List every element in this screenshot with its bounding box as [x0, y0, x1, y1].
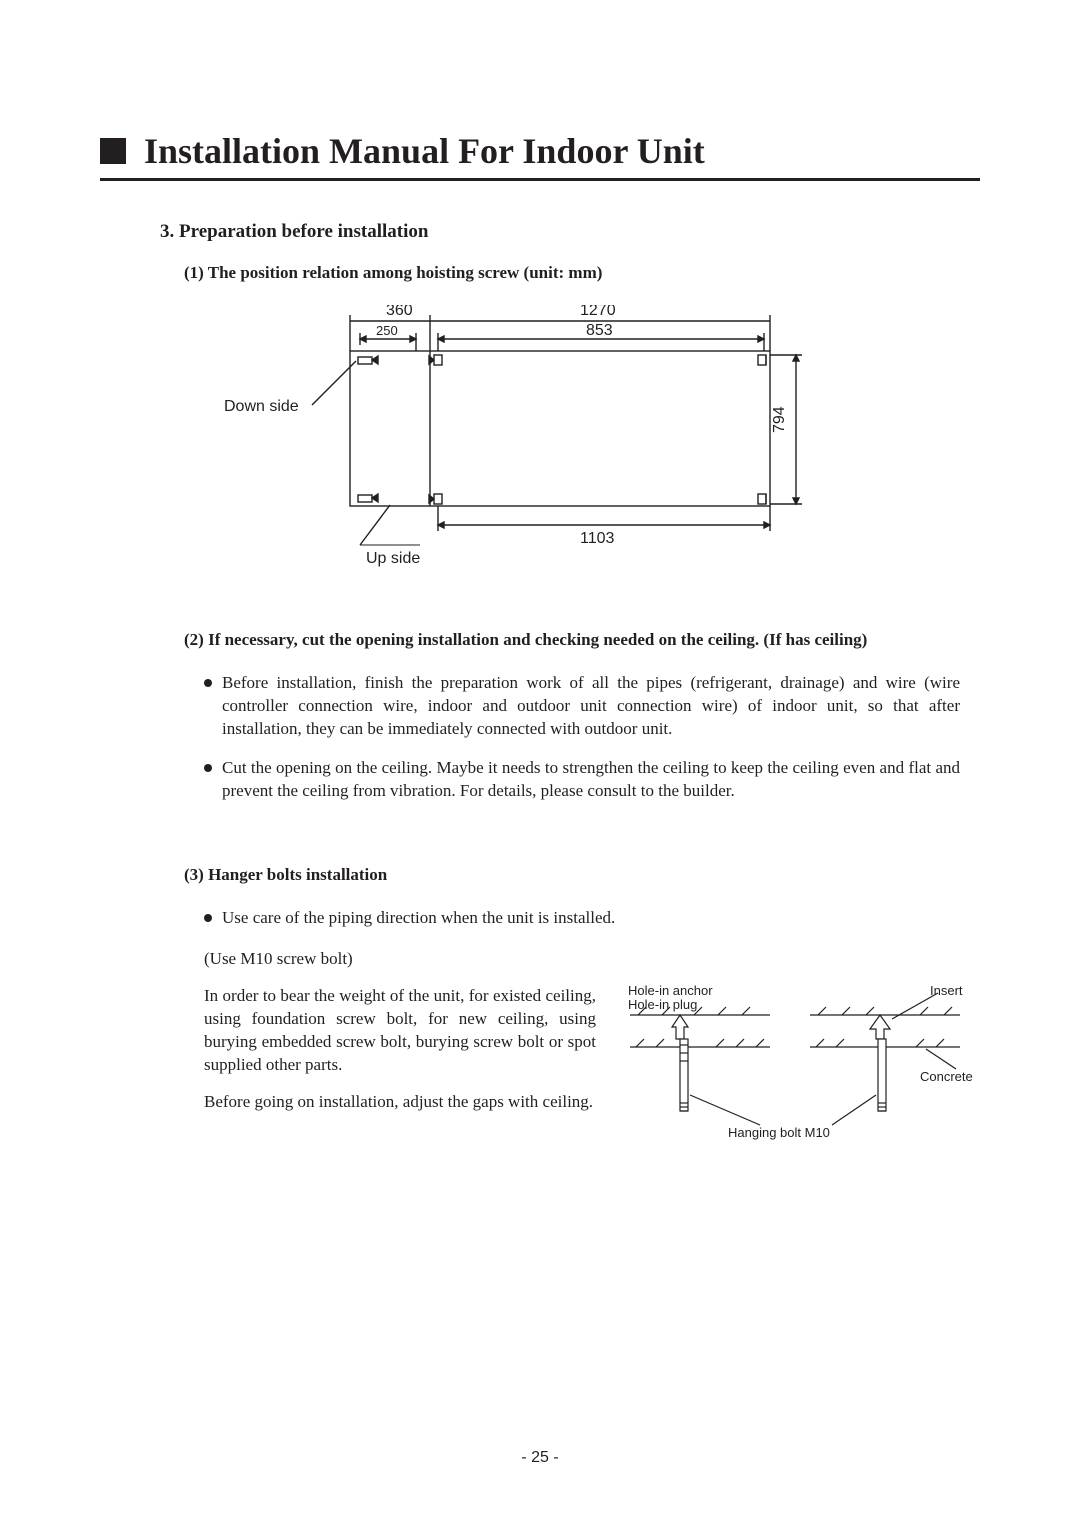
dim-1103: 1103 [580, 530, 615, 547]
hanger-bolt-diagram: Hole-in anchor Hole-in plug Insert Concr… [620, 985, 980, 1150]
page-title: Installation Manual For Indoor Unit [144, 130, 705, 172]
bullet-item: Use care of the piping direction when th… [204, 907, 960, 930]
page-number-dash: - [521, 1449, 531, 1466]
dim-853: 853 [586, 322, 613, 339]
section-heading: 3. Preparation before installation [160, 221, 980, 243]
bullet-item: Cut the opening on the ceiling. Maybe it… [204, 757, 960, 803]
bullet-item: Before installation, finish the preparat… [204, 672, 960, 741]
label-down-side: Down side [224, 398, 299, 415]
label-anchor2: Hole-in plug [628, 997, 697, 1012]
page-title-row: Installation Manual For Indoor Unit [100, 130, 980, 181]
label-insert: Insert [930, 985, 963, 998]
subsection-2-bullets: Before installation, finish the preparat… [204, 672, 960, 803]
bullet-text: Use care of the piping direction when th… [222, 907, 615, 930]
subsection-2-heading: (2) If necessary, cut the opening instal… [184, 630, 960, 650]
label-bolt: Hanging bolt M10 [728, 1125, 830, 1140]
paragraph: In order to bear the weight of the unit,… [204, 985, 596, 1077]
subsection-3-heading: (3) Hanger bolts installation [184, 865, 980, 885]
dim-1270: 1270 [580, 305, 616, 319]
paragraph: (Use M10 screw bolt) [204, 946, 980, 972]
page-number-value: 25 [531, 1449, 549, 1466]
bullet-text: Cut the opening on the ceiling. Maybe it… [222, 757, 960, 803]
subsection-1-heading: (1) The position relation among hoisting… [184, 263, 980, 283]
bullet-text: Before installation, finish the preparat… [222, 672, 960, 741]
label-up-side: Up side [366, 550, 420, 567]
bullet-dot-icon [204, 914, 212, 922]
bullet-dot-icon [204, 679, 212, 687]
dim-794: 794 [771, 406, 788, 433]
bullet-dot-icon [204, 764, 212, 772]
page-number: - 25 - [0, 1449, 1080, 1467]
hoisting-screw-diagram: 360 1270 250 853 794 1103 Down side Up s… [220, 305, 980, 580]
square-bullet-icon [100, 138, 126, 164]
label-concrete: Concrete [920, 1069, 973, 1084]
dim-250: 250 [376, 323, 398, 338]
page-number-dash: - [549, 1449, 559, 1466]
dim-360: 360 [386, 305, 413, 319]
paragraph: Before going on installation, adjust the… [204, 1091, 596, 1114]
